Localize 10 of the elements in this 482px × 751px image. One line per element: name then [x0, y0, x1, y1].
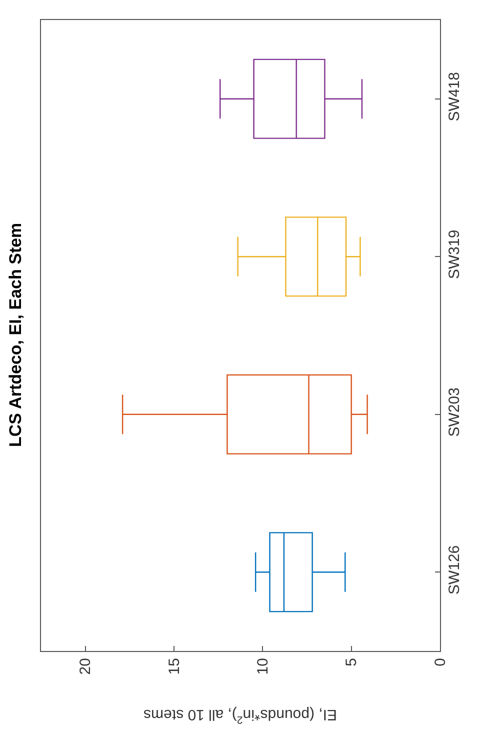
x-tick-label: 10: [254, 658, 272, 675]
x-tick-label: 20: [77, 658, 94, 675]
x-tick-label: 5: [343, 658, 360, 666]
x-tick-label: 15: [166, 658, 183, 675]
x-tick-label: 0: [432, 658, 449, 666]
text: LCS Artdeco, EI, Each Stem: [6, 222, 26, 448]
y-tick-label: SW418: [446, 72, 463, 122]
y-tick-label: SW203: [446, 388, 463, 437]
y-tick-label: SW126: [446, 545, 463, 594]
y-tick-label: SW319: [446, 230, 463, 279]
